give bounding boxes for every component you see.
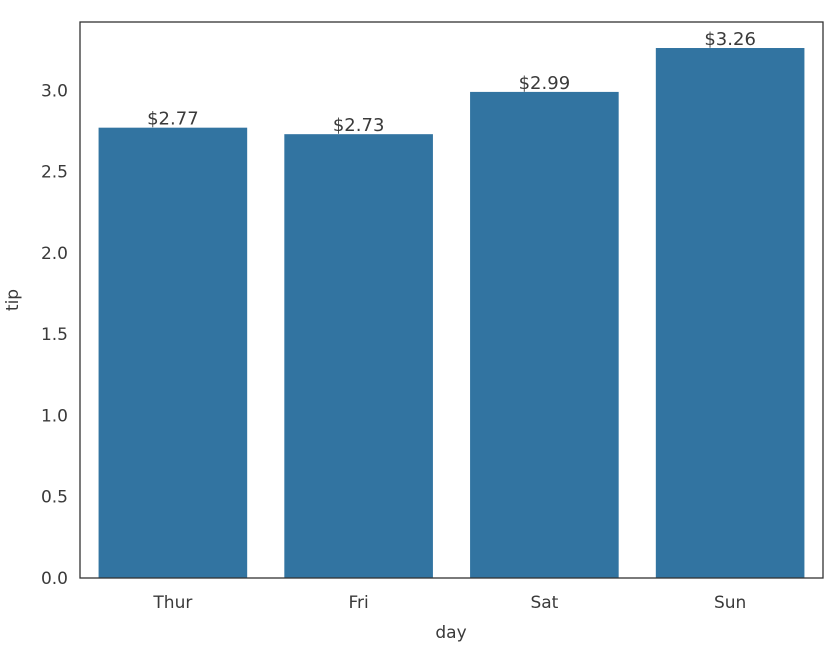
y-tick-label: 3.0	[41, 81, 68, 101]
plot-area-frame	[79, 21, 824, 579]
bars-group	[98, 48, 805, 578]
y-tick-label: 0.5	[41, 488, 68, 508]
y-tick-label: 2.0	[41, 244, 68, 264]
bar-fri	[284, 134, 433, 578]
bar-labels-group: $2.77 $2.73 $2.99 $3.26	[147, 29, 756, 136]
y-axis-ticks: 0.0 0.5 1.0 1.5 2.0 2.5 3.0	[41, 81, 68, 589]
x-axis-label: day	[435, 623, 466, 643]
bar-value-label-sun: $3.26	[704, 29, 756, 50]
bar-value-label-sat: $2.99	[519, 73, 571, 94]
bar-value-label-thur: $2.77	[147, 109, 199, 130]
x-tick-label-thur: Thur	[152, 593, 192, 613]
x-tick-label-sun: Sun	[714, 593, 746, 613]
x-axis-ticks: Thur Fri Sat Sun	[152, 593, 746, 613]
y-tick-label: 1.0	[41, 406, 68, 426]
bar-sun	[655, 48, 805, 578]
x-tick-label-fri: Fri	[348, 593, 368, 613]
x-tick-label-sat: Sat	[530, 593, 558, 613]
y-tick-label: 0.0	[41, 569, 68, 589]
bar-value-label-fri: $2.73	[333, 115, 385, 136]
bar-sat	[470, 91, 619, 578]
bar-thur	[98, 127, 248, 578]
y-axis-label: tip	[3, 289, 23, 311]
y-tick-label: 1.5	[41, 325, 68, 345]
y-tick-label: 2.5	[41, 163, 68, 183]
